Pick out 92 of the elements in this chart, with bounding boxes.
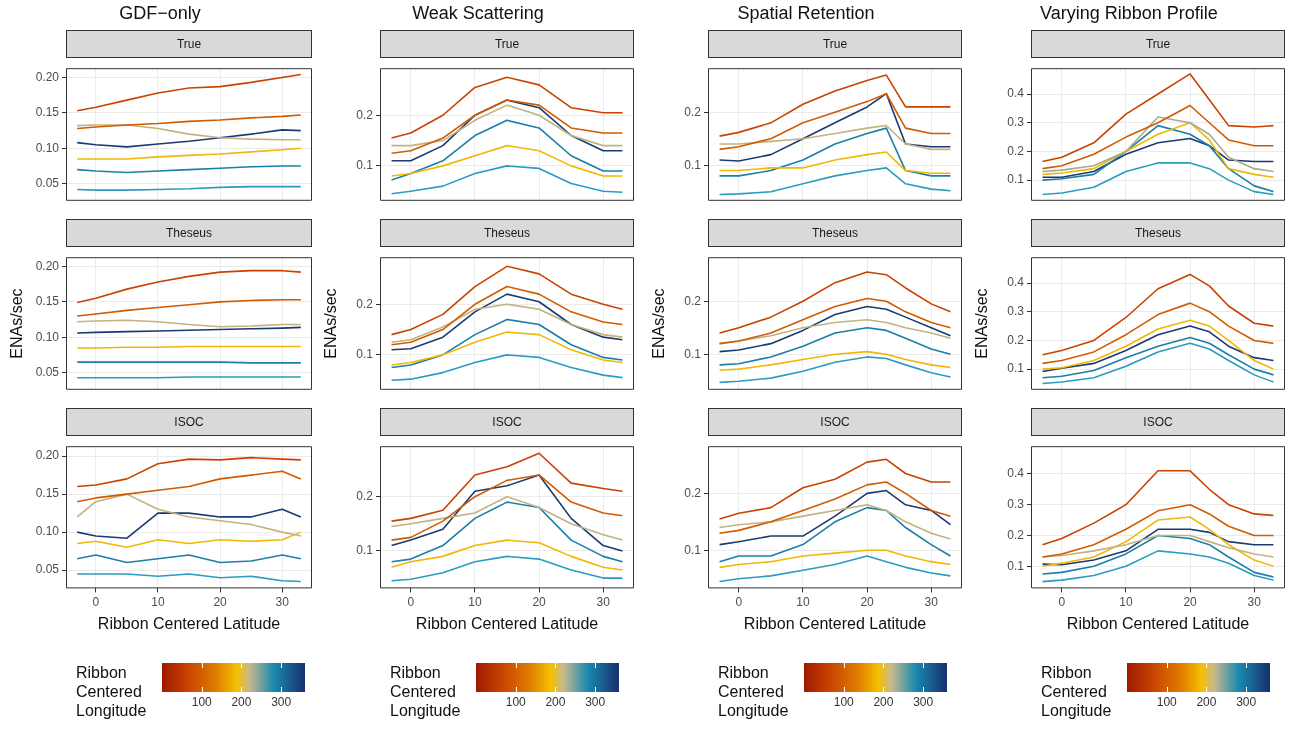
color-bar-label: 300 [1236, 695, 1257, 709]
y-axis-title: ENAs/sec [650, 288, 668, 359]
color-bar-label: 100 [191, 695, 212, 709]
y-tick-label: 0.2 [684, 485, 702, 500]
color-bar-label: 100 [1156, 695, 1177, 709]
y-tick-label: 0.15 [35, 105, 60, 120]
y-tick-label: 0.2 [684, 104, 702, 119]
chart-subtitle: True [1031, 30, 1285, 58]
color-bar-title: Ribbon Centered Longitude [718, 663, 790, 720]
chart-subtitle: True [66, 30, 312, 58]
x-tick-label: 30 [275, 594, 290, 609]
y-tick-label: 0.1 [684, 542, 702, 557]
y-tick-label: 0.2 [1007, 527, 1025, 542]
chart-subtitle: ISOC [1031, 408, 1285, 436]
x-axis-title: Ribbon Centered Latitude [1066, 614, 1250, 632]
y-tick-label: 0.05 [35, 562, 60, 577]
color-bar-label: 200 [873, 695, 894, 709]
chart-subtitle: ISOC [66, 408, 312, 436]
y-tick-label: 0.1 [1007, 172, 1025, 187]
chart-subtitle: True [380, 30, 634, 58]
chart-title: GDF−only [118, 3, 202, 24]
y-tick-label: 0.3 [1007, 115, 1025, 130]
x-tick-label: 20 [532, 594, 547, 609]
chart-subtitle: Theseus [380, 219, 634, 247]
y-tick-label: 0.20 [35, 258, 60, 273]
y-tick-label: 0.1 [1007, 361, 1025, 376]
y-tick-label: 0.2 [356, 488, 374, 503]
x-tick-label: 10 [1119, 594, 1133, 609]
color-bar-label: 300 [913, 695, 934, 709]
x-axis-title: Ribbon Centered Latitude [97, 614, 281, 632]
y-tick-label: 0.05 [35, 176, 60, 191]
y-tick-label: 0.1 [684, 157, 702, 172]
x-tick-label: 0 [735, 594, 743, 609]
chart-subtitle: ISOC [380, 408, 634, 436]
color-bar-label: 200 [545, 695, 566, 709]
color-bar-title: Ribbon Centered Longitude [76, 663, 148, 720]
x-axis-title: Ribbon Centered Latitude [743, 614, 927, 632]
y-tick-label: 0.10 [35, 329, 60, 344]
y-tick-label: 0.10 [35, 524, 60, 539]
y-tick-label: 0.20 [35, 448, 60, 463]
x-tick-label: 0 [407, 594, 415, 609]
y-tick-label: 0.3 [1007, 304, 1025, 319]
y-tick-label: 0.1 [356, 158, 374, 173]
chart-subtitle: ISOC [708, 408, 962, 436]
x-tick-label: 0 [92, 594, 100, 609]
color-bar-label: 300 [585, 695, 606, 709]
y-tick-label: 0.2 [356, 107, 374, 122]
y-tick-label: 0.4 [1007, 86, 1025, 101]
x-tick-label: 30 [1247, 594, 1262, 609]
x-tick-label: 30 [596, 594, 611, 609]
x-tick-label: 20 [213, 594, 228, 609]
y-tick-label: 0.1 [1007, 558, 1025, 573]
y-tick-label: 0.1 [356, 347, 374, 362]
y-tick-label: 0.4 [1007, 466, 1025, 481]
chart-subtitle: Theseus [66, 219, 312, 247]
y-tick-label: 0.20 [35, 69, 60, 84]
chart-title: Weak Scattering [411, 3, 545, 24]
color-bar-label: 100 [833, 695, 854, 709]
chart-title: Varying Ribbon Profile [1039, 3, 1219, 24]
y-tick-label: 0.3 [1007, 496, 1025, 511]
chart-title: Spatial Retention [736, 3, 876, 24]
y-tick-label: 0.1 [684, 346, 702, 361]
y-tick-label: 0.2 [1007, 332, 1025, 347]
chart-subtitle: Theseus [1031, 219, 1285, 247]
x-tick-label: 20 [860, 594, 875, 609]
color-bar-label: 200 [231, 695, 252, 709]
y-tick-label: 0.15 [35, 294, 60, 309]
y-tick-label: 0.05 [35, 365, 60, 380]
y-tick-label: 0.2 [356, 296, 374, 311]
color-bar-title: Ribbon Centered Longitude [1041, 663, 1113, 720]
y-tick-label: 0.10 [35, 140, 60, 155]
x-axis-title: Ribbon Centered Latitude [415, 614, 599, 632]
color-bar-label: 200 [1196, 695, 1217, 709]
y-tick-label: 0.1 [356, 543, 374, 558]
color-bar-label: 300 [271, 695, 292, 709]
y-tick-label: 0.2 [684, 293, 702, 308]
chart-subtitle: Theseus [708, 219, 962, 247]
x-tick-label: 10 [151, 594, 165, 609]
x-tick-label: 10 [796, 594, 810, 609]
x-tick-label: 20 [1183, 594, 1198, 609]
color-bar-label: 100 [505, 695, 526, 709]
y-tick-label: 0.4 [1007, 275, 1025, 290]
y-tick-label: 0.2 [1007, 143, 1025, 158]
color-bar-title: Ribbon Centered Longitude [390, 663, 462, 720]
y-axis-title: ENAs/sec [973, 288, 991, 359]
y-axis-title: ENAs/sec [8, 288, 26, 359]
chart-subtitle: True [708, 30, 962, 58]
x-tick-label: 0 [1058, 594, 1066, 609]
x-tick-label: 30 [924, 594, 939, 609]
y-tick-label: 0.15 [35, 486, 60, 501]
x-tick-label: 10 [468, 594, 482, 609]
y-axis-title: ENAs/sec [322, 288, 340, 359]
